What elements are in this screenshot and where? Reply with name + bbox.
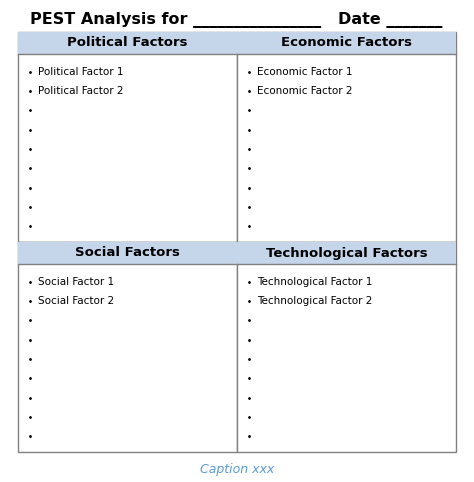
Text: Economic Factor 2: Economic Factor 2 — [257, 86, 353, 96]
Bar — [237, 32, 456, 54]
Text: PEST Analysis for ________________   Date _______: PEST Analysis for ________________ Date … — [30, 12, 442, 28]
Bar — [237, 32, 456, 242]
Text: Caption xxx: Caption xxx — [200, 463, 274, 476]
Text: Economic Factor 1: Economic Factor 1 — [257, 67, 353, 77]
Text: Social Factor 1: Social Factor 1 — [38, 277, 114, 287]
Text: Economic Factors: Economic Factors — [281, 37, 412, 50]
Text: Technological Factors: Technological Factors — [266, 246, 428, 259]
Text: Political Factor 1: Political Factor 1 — [38, 67, 124, 77]
Text: Social Factors: Social Factors — [75, 246, 180, 259]
Bar — [237, 242, 456, 264]
Text: Political Factors: Political Factors — [67, 37, 188, 50]
Text: Social Factor 2: Social Factor 2 — [38, 296, 114, 306]
Text: Technological Factor 2: Technological Factor 2 — [257, 296, 373, 306]
Bar — [18, 32, 237, 242]
Text: Technological Factor 1: Technological Factor 1 — [257, 277, 373, 287]
Bar — [18, 32, 237, 54]
Bar — [18, 242, 237, 264]
Bar — [237, 242, 456, 452]
Bar — [18, 242, 237, 452]
Text: Political Factor 2: Political Factor 2 — [38, 86, 124, 96]
